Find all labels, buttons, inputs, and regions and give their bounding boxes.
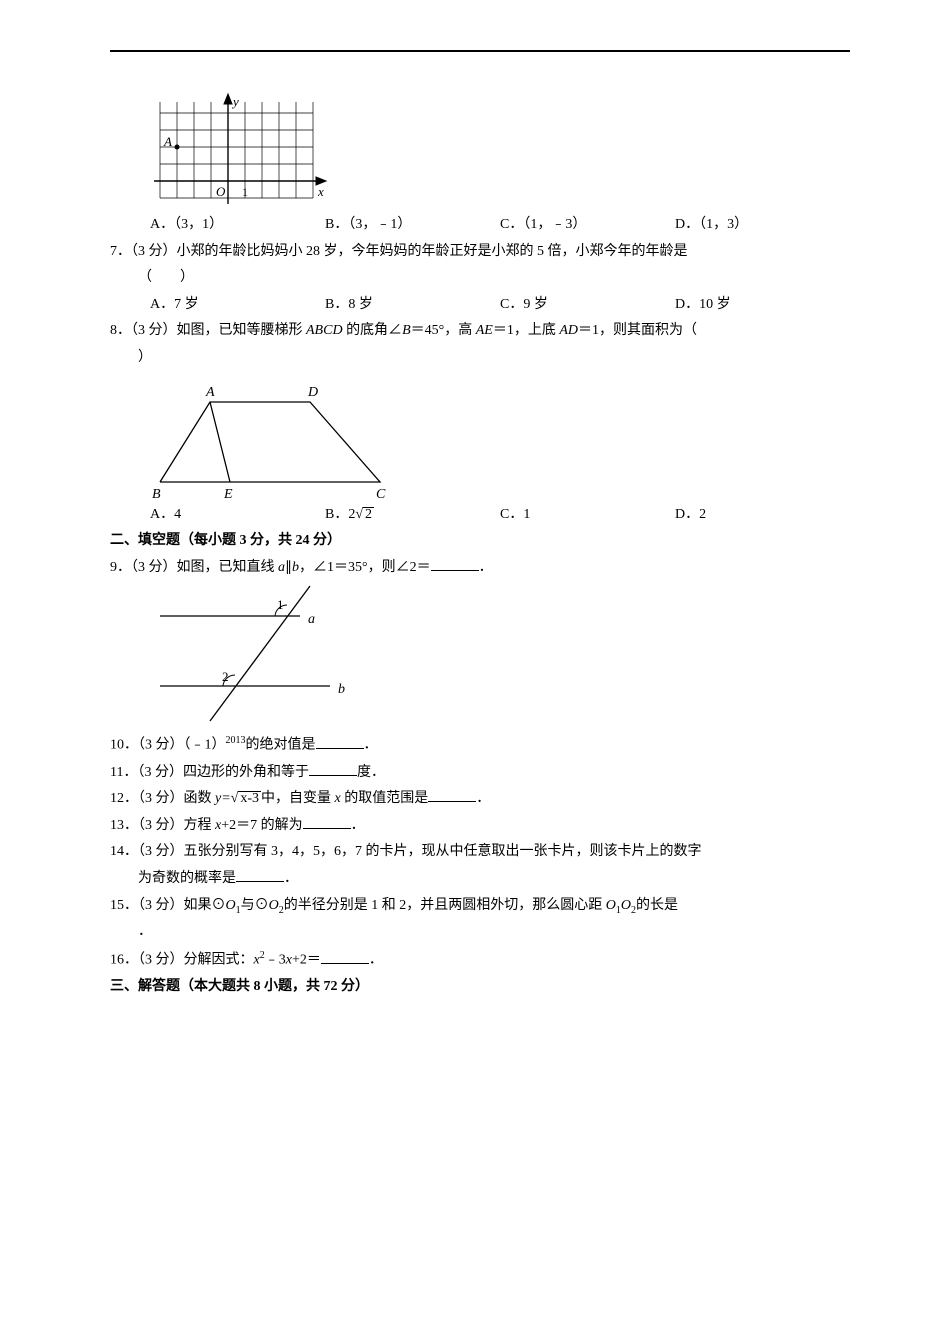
q8-opt-d: D．2 [675,502,850,529]
section-2-title: 二、填空题（每小题 3 分，共 24 分） [110,528,850,555]
q7-opt-c: C．9 岁 [500,292,675,319]
q6-figure: A O 1 y x [110,92,850,212]
q8-close: ） [110,345,850,372]
q8-opt-a: A．4 [150,502,325,529]
svg-text:D: D [307,385,318,400]
q7-opt-b: B．8 岁 [325,292,500,319]
q16: 16．（3 分）分解因式：x2﹣3x+2＝． [110,946,850,974]
grid-label-o: O [216,184,226,199]
grid-label-1: 1 [242,185,248,199]
q8-options: A．4 B．2√2 C．1 D．2 [110,502,850,529]
q8-opt-c: C．1 [500,502,675,529]
q11: 11．（3 分）四边形的外角和等于度． [110,760,850,787]
q14-a: 14．（3 分）五张分别写有 3，4，5，6，7 的卡片，现从中任意取出一张卡片… [110,839,850,866]
svg-text:b: b [338,682,345,697]
q12: 12．（3 分）函数 y=√x-3中，自变量 x 的取值范围是． [110,786,850,813]
q6-opt-d: D．（1，3） [675,212,850,239]
q9-stem: 9．（3 分）如图，已知直线 a∥b，∠1＝35°，则∠2＝． [110,555,850,582]
svg-text:2: 2 [222,669,229,684]
q15-a: 15．（3 分）如果⊙O1与⊙O2的半径分别是 1 和 2，并且两圆相外切，那么… [110,893,850,920]
top-rule [110,50,850,52]
q8-stem: 8．（3 分）如图，已知等腰梯形 ABCD 的底角∠B＝45°，高 AE＝1，上… [110,318,850,345]
q7-opt-a: A．7 岁 [150,292,325,319]
q7-options: A．7 岁 B．8 岁 C．9 岁 D．10 岁 [110,292,850,319]
q7-stem: 7．（3 分）小郑的年龄比妈妈小 28 岁，今年妈妈的年龄正好是小郑的 5 倍，… [110,239,850,266]
svg-text:A: A [205,385,215,400]
q6-options: A．（3，1） B．（3，﹣1） C．（1，﹣3） D．（1，3） [110,212,850,239]
q10: 10．（3 分）（﹣1）2013的绝对值是． [110,731,850,759]
svg-text:a: a [308,612,315,627]
q6-opt-c: C．（1，﹣3） [500,212,675,239]
grid-label-y: y [231,94,239,109]
q6-opt-a: A．（3，1） [150,212,325,239]
q6-opt-b: B．（3，﹣1） [325,212,500,239]
svg-text:E: E [223,487,233,502]
q7-opt-d: D．10 岁 [675,292,850,319]
grid-label-x: x [317,184,324,199]
q8-opt-b: B．2√2 [325,502,500,529]
q7-paren: （ ） [110,265,850,292]
q14-b: 为奇数的概率是． [110,866,850,893]
q13: 13．（3 分）方程 x+2＝7 的解为． [110,813,850,840]
svg-text:B: B [152,487,161,502]
svg-text:C: C [376,487,386,502]
section-3-title: 三、解答题（本大题共 8 小题，共 72 分） [110,974,850,1001]
q9-figure: 1 2 a b [110,581,850,731]
q15-dot: ． [110,919,850,946]
q8-figure: A D B E C [110,372,850,502]
grid-label-a: A [163,134,172,149]
